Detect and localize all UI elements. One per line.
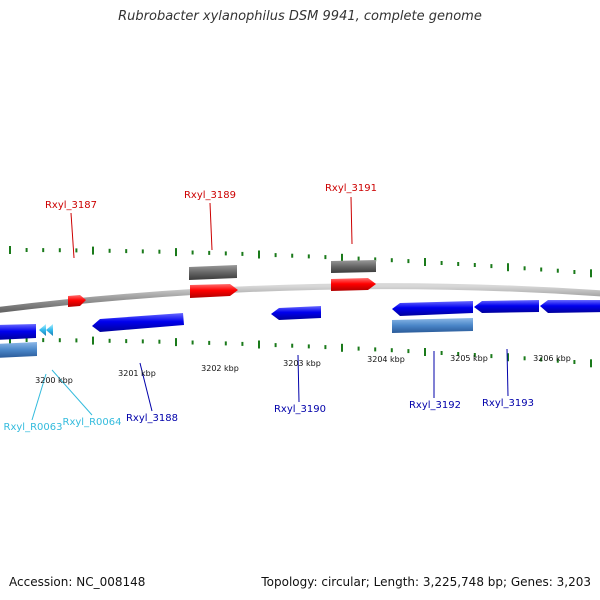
label-Rxyl_3190[interactable]: Rxyl_3190 xyxy=(274,404,326,415)
scale-label-3206: 3206 kbp xyxy=(533,354,571,363)
gray-feature-track xyxy=(189,260,376,280)
scale-label-3203: 3203 kbp xyxy=(283,359,321,368)
topology-label: Topology: circular; Length: 3,225,748 bp… xyxy=(261,575,591,589)
gene-right-edge[interactable] xyxy=(540,300,600,313)
scale-label-3205: 3205 kbp xyxy=(450,354,488,363)
scale-label-3200: 3200 kbp xyxy=(35,376,73,385)
gene-Rxyl_R0064[interactable] xyxy=(46,324,53,336)
label-Rxyl_3188[interactable]: Rxyl_3188 xyxy=(126,413,178,424)
gene-Rxyl_3189[interactable] xyxy=(190,284,238,298)
label-Rxyl_R0064[interactable]: Rxyl_R0064 xyxy=(63,417,122,428)
leader-Rxyl_3188 xyxy=(139,362,153,412)
gene-Rxyl_3192[interactable] xyxy=(392,301,473,316)
gray-feature-1[interactable] xyxy=(189,265,237,280)
label-leader-lines xyxy=(31,196,509,421)
reverse-gene-track xyxy=(0,300,600,340)
leader-Rxyl_3187 xyxy=(70,212,75,259)
rna-feature-right[interactable] xyxy=(392,318,473,333)
gray-feature-2[interactable] xyxy=(331,260,376,273)
gene-left-edge[interactable] xyxy=(0,324,36,340)
label-Rxyl_3191[interactable]: Rxyl_3191 xyxy=(325,183,377,194)
label-Rxyl_3193[interactable]: Rxyl_3193 xyxy=(482,398,534,409)
forward-gene-track xyxy=(68,278,376,307)
scale-labels: 3200 kbp 3201 kbp 3202 kbp 3203 kbp 3204… xyxy=(35,354,571,385)
label-Rxyl_3187[interactable]: Rxyl_3187 xyxy=(45,200,97,211)
leader-Rxyl_R0063 xyxy=(31,373,47,421)
forward-tick-row xyxy=(9,246,592,278)
accession-label: Accession: NC_008148 xyxy=(9,575,146,589)
leader-Rxyl_3189 xyxy=(209,202,213,251)
rna-feature-left[interactable] xyxy=(0,342,37,358)
gene-Rxyl_3188[interactable] xyxy=(92,313,184,332)
gene-Rxyl_3190[interactable] xyxy=(271,306,321,320)
gene-Rxyl_R0063[interactable] xyxy=(39,324,46,336)
gene-Rxyl_3187[interactable] xyxy=(68,295,86,307)
scale-label-3201: 3201 kbp xyxy=(118,369,156,378)
label-Rxyl_R0063[interactable]: Rxyl_R0063 xyxy=(4,422,63,433)
leader-Rxyl_3193 xyxy=(506,348,509,397)
genome-title: Rubrobacter xylanophilus DSM 9941, compl… xyxy=(118,9,482,24)
leader-Rxyl_3191 xyxy=(350,196,353,245)
label-Rxyl_3192[interactable]: Rxyl_3192 xyxy=(409,400,461,411)
leader-Rxyl_3190 xyxy=(297,354,300,403)
rna-feature-track xyxy=(0,318,473,358)
scale-label-3202: 3202 kbp xyxy=(201,364,239,373)
label-Rxyl_3189[interactable]: Rxyl_3189 xyxy=(184,190,236,201)
gene-labels: Rxyl_3187 Rxyl_3189 Rxyl_3191 Rxyl_R0063… xyxy=(4,183,534,433)
gene-Rxyl_3193[interactable] xyxy=(474,300,539,313)
scale-label-3204: 3204 kbp xyxy=(367,355,405,364)
leader-Rxyl_R0064 xyxy=(51,369,93,416)
gene-Rxyl_3191[interactable] xyxy=(331,278,376,291)
